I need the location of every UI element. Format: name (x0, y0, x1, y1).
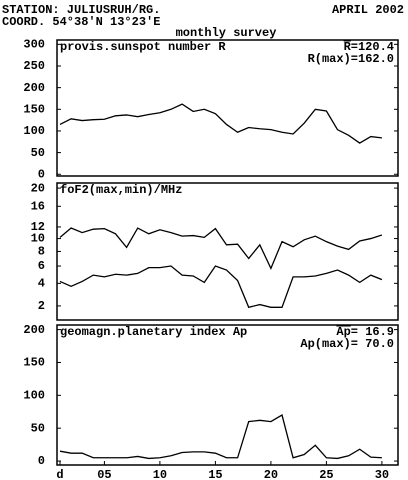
annotation: R(max)=162.0 (308, 52, 394, 66)
panel-frame (56, 39, 399, 177)
y-tick-label: 300 (23, 38, 45, 52)
y-tick-label: 20 (31, 181, 45, 195)
annotation: R=120.4 (344, 40, 394, 54)
y-tick-label: 0 (38, 454, 45, 468)
y-tick-label: 8 (38, 245, 45, 259)
panel-frame (56, 182, 399, 321)
x-tick-label: 10 (153, 468, 167, 480)
x-tick-label: 05 (97, 468, 111, 480)
y-tick-label: 10 (31, 232, 45, 246)
station: STATION: JULIUSRUH/RG. (2, 3, 160, 17)
y-tick-label: 0 (38, 167, 45, 181)
y-tick-label: 12 (31, 220, 45, 234)
panel-title: foF2(max,min)/MHz (60, 183, 182, 197)
y-tick-label: 250 (23, 59, 45, 73)
date: APRIL 2002 (332, 3, 404, 17)
y-tick-label: 100 (23, 124, 45, 138)
series-line (59, 227, 383, 271)
x-tick-label: 15 (208, 468, 222, 480)
series-line (59, 414, 382, 460)
y-tick-label: 50 (31, 421, 45, 435)
annotation: Ap(max)= 70.0 (300, 337, 394, 351)
x-tick-label: 25 (319, 468, 333, 480)
y-tick-label: 4 (38, 277, 45, 291)
y-tick-label: 100 (23, 389, 45, 403)
series-line (59, 103, 382, 144)
y-tick-label: 150 (23, 356, 45, 370)
panel-title: provis.sunspot number R (60, 40, 226, 54)
x-tick-label: 20 (264, 468, 278, 480)
x-tick-label: d (56, 468, 63, 480)
annotation: Ap= 16.9 (336, 325, 394, 339)
subtitle: monthly survey (176, 26, 277, 40)
y-tick-label: 2 (38, 299, 45, 313)
coord: COORD. 54°38'N 13°23'E (2, 15, 160, 29)
y-tick-label: 50 (31, 146, 45, 160)
y-tick-label: 6 (38, 259, 45, 273)
y-tick-label: 200 (23, 323, 45, 337)
y-tick-label: 16 (31, 199, 45, 213)
series-line (59, 265, 383, 309)
y-tick-label: 150 (23, 102, 45, 116)
x-tick-label: 30 (375, 468, 389, 480)
panel-title: geomagn.planetary index Ap (60, 325, 247, 339)
y-tick-label: 200 (23, 81, 45, 95)
